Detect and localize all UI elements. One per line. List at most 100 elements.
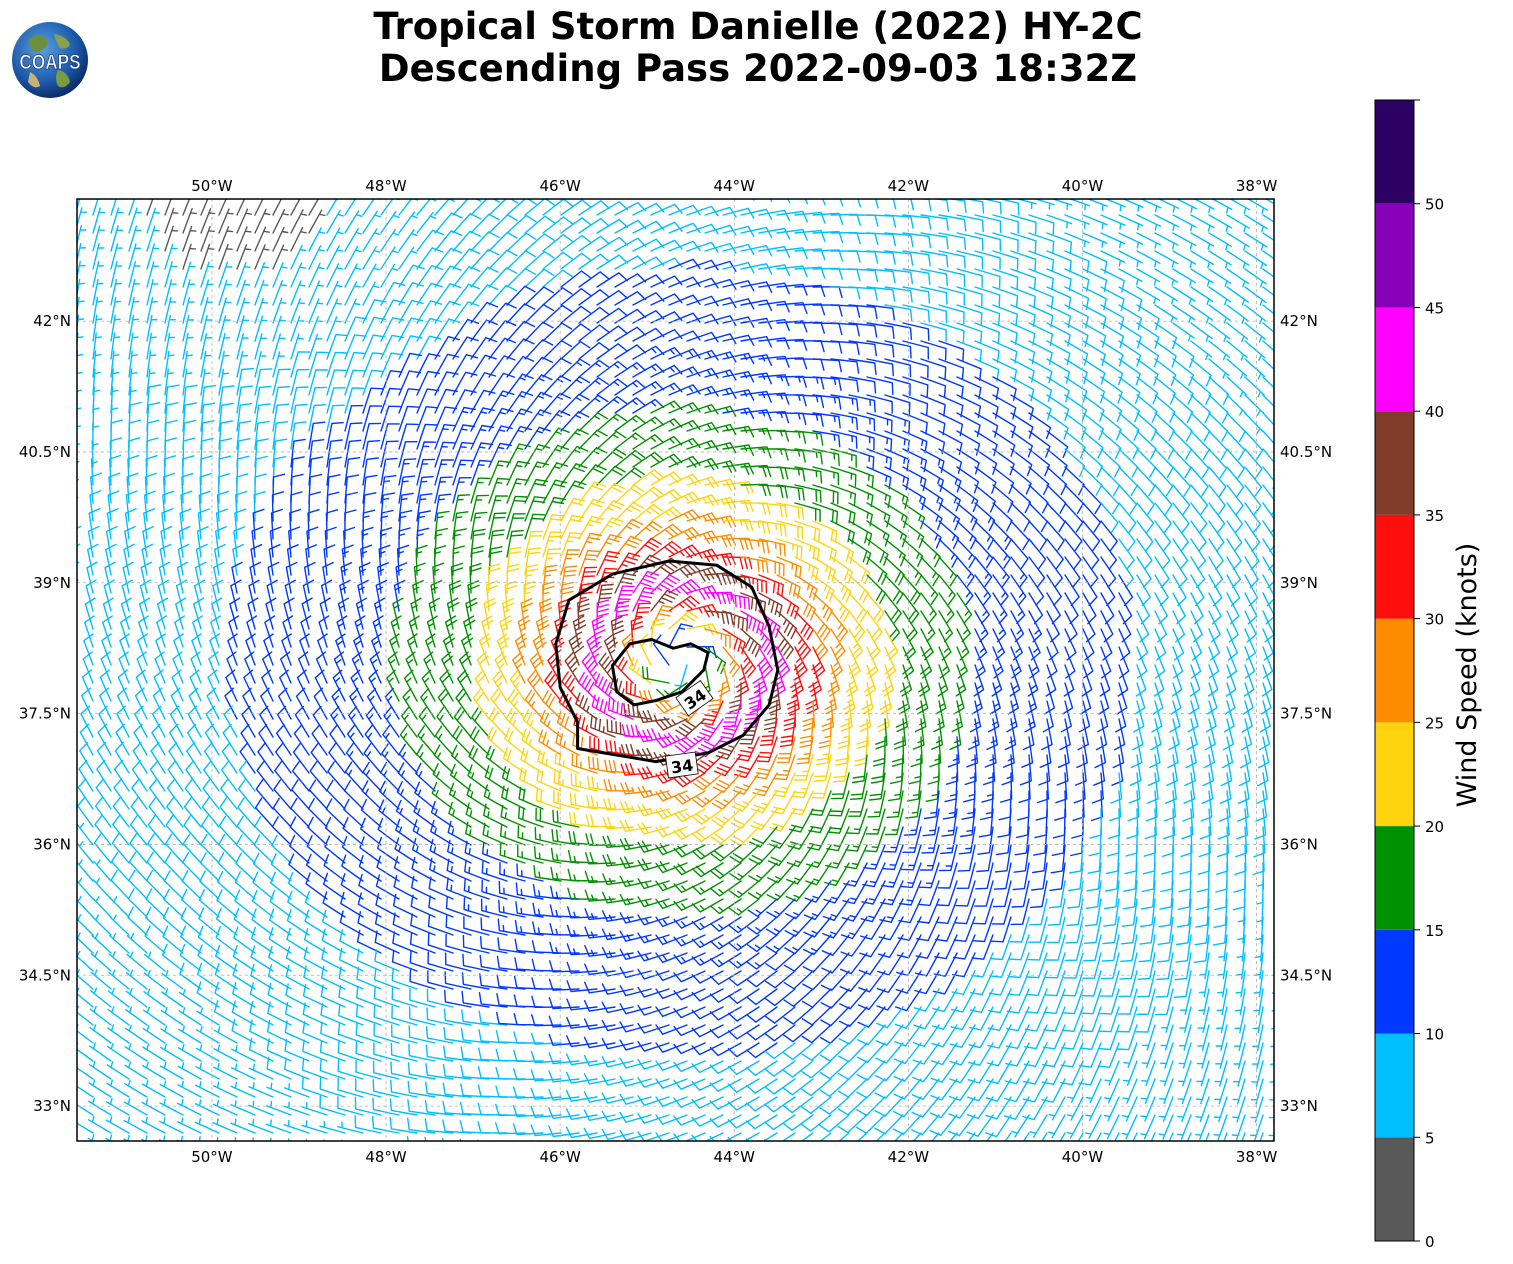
- wind-barb: [444, 952, 472, 972]
- wind-barb: [1226, 268, 1250, 288]
- wind-barb: [77, 778, 94, 810]
- wind-barb: [290, 333, 304, 360]
- wind-barb: [513, 1012, 544, 1026]
- wind-barb: [673, 1042, 706, 1055]
- wind-barb: [1132, 718, 1144, 751]
- wind-barb: [246, 615, 258, 648]
- wind-barb: [840, 934, 868, 957]
- lat-tick-label-left: 39°N: [33, 574, 71, 592]
- wind-barb: [740, 226, 773, 239]
- wind-barb: [84, 597, 96, 630]
- wind-barb: [653, 634, 670, 666]
- wind-barb: [884, 394, 911, 415]
- wind-barb: [758, 337, 790, 350]
- wind-barb: [255, 779, 274, 810]
- wind-barb: [1244, 268, 1267, 288]
- wind-barb: [812, 286, 843, 299]
- wind-barb: [971, 934, 994, 960]
- wind-barb: [1141, 1042, 1156, 1069]
- wind-barb: [992, 484, 1014, 513]
- wind-barb: [87, 1115, 112, 1134]
- wind-barb: [272, 333, 286, 360]
- wind-barb: [1024, 1006, 1048, 1032]
- wind-barb: [764, 1060, 796, 1077]
- wind-barb: [1095, 1132, 1102, 1141]
- wind-barb: [535, 615, 550, 648]
- wind-barb: [331, 687, 346, 720]
- wind-barb: [1190, 232, 1215, 250]
- wind-barb: [974, 520, 995, 550]
- wind-barb: [1100, 466, 1121, 496]
- wind-barb: [875, 1060, 904, 1082]
- wind-barb: [578, 217, 610, 234]
- wind-barb: [49, 622, 57, 647]
- wind-barb: [1252, 844, 1265, 876]
- wind-barb: [601, 1019, 634, 1032]
- wind-barb: [453, 161, 481, 180]
- wind-barb: [1100, 628, 1113, 661]
- wind-barb: [53, 1116, 75, 1133]
- wind-barb: [524, 339, 554, 360]
- wind-barb: [1276, 863, 1282, 889]
- wind-barb: [746, 934, 778, 953]
- wind-barb: [77, 1097, 94, 1116]
- wind-barb: [1028, 916, 1048, 943]
- wind-barb: [112, 796, 130, 828]
- lat-tick-label-left: 36°N: [33, 835, 71, 853]
- wind-barb: [1259, 1132, 1264, 1141]
- wind-barb: [420, 688, 436, 720]
- wind-barb: [290, 386, 309, 414]
- wind-barb: [709, 1078, 742, 1092]
- wind-barb: [881, 862, 904, 888]
- wind-barb: [655, 988, 688, 999]
- wind-barb: [1010, 448, 1033, 476]
- wind-barb: [632, 520, 663, 540]
- wind-barb: [294, 705, 310, 738]
- wind-barb: [1100, 538, 1118, 570]
- wind-barb: [427, 932, 454, 954]
- wind-barb: [1177, 1096, 1192, 1123]
- wind-barb: [956, 214, 984, 233]
- wind-barb: [740, 208, 773, 221]
- wind-barb: [1196, 862, 1210, 893]
- wind-barb: [143, 508, 155, 540]
- wind-barb: [109, 437, 123, 468]
- wind-barb: [325, 509, 339, 540]
- wind-barb: [332, 669, 346, 702]
- wind-barb: [838, 1042, 868, 1063]
- wind-barb: [728, 880, 760, 899]
- lon-tick-label-bottom: 46°W: [539, 1148, 581, 1166]
- wind-barb: [1162, 826, 1175, 857]
- wind-barb: [498, 880, 526, 900]
- wind-barb: [875, 1024, 904, 1046]
- wind-barb: [1262, 358, 1274, 371]
- wind-barb: [848, 394, 876, 413]
- wind-barb: [56, 933, 75, 953]
- wind-barb: [1033, 199, 1055, 210]
- wind-barb: [1010, 538, 1029, 569]
- wind-barb: [254, 473, 267, 504]
- wind-barb: [566, 1053, 598, 1066]
- wind-barb: [619, 1129, 652, 1141]
- wind-barb: [650, 471, 683, 486]
- wind-barb: [1136, 430, 1157, 460]
- wind-barb: [1244, 376, 1265, 398]
- wind-barb: [1082, 520, 1101, 552]
- wind-barb: [601, 1128, 634, 1140]
- wind-barb: [182, 261, 196, 288]
- wind-barb: [1244, 358, 1266, 380]
- wind-barb: [346, 724, 364, 756]
- wind-barb: [77, 389, 83, 392]
- wind-barb: [108, 969, 130, 990]
- wind-barb: [326, 209, 344, 234]
- wind-barb: [1117, 1006, 1138, 1033]
- wind-barb: [319, 1058, 346, 1080]
- wind-barb: [132, 741, 148, 774]
- wind-barb: [1172, 448, 1192, 479]
- wind-barb: [57, 244, 67, 269]
- wind-barb: [937, 862, 958, 889]
- wind-barb: [301, 1120, 328, 1134]
- wind-barb: [308, 369, 328, 396]
- wind-barb: [767, 844, 796, 867]
- wind-barb: [875, 1042, 904, 1064]
